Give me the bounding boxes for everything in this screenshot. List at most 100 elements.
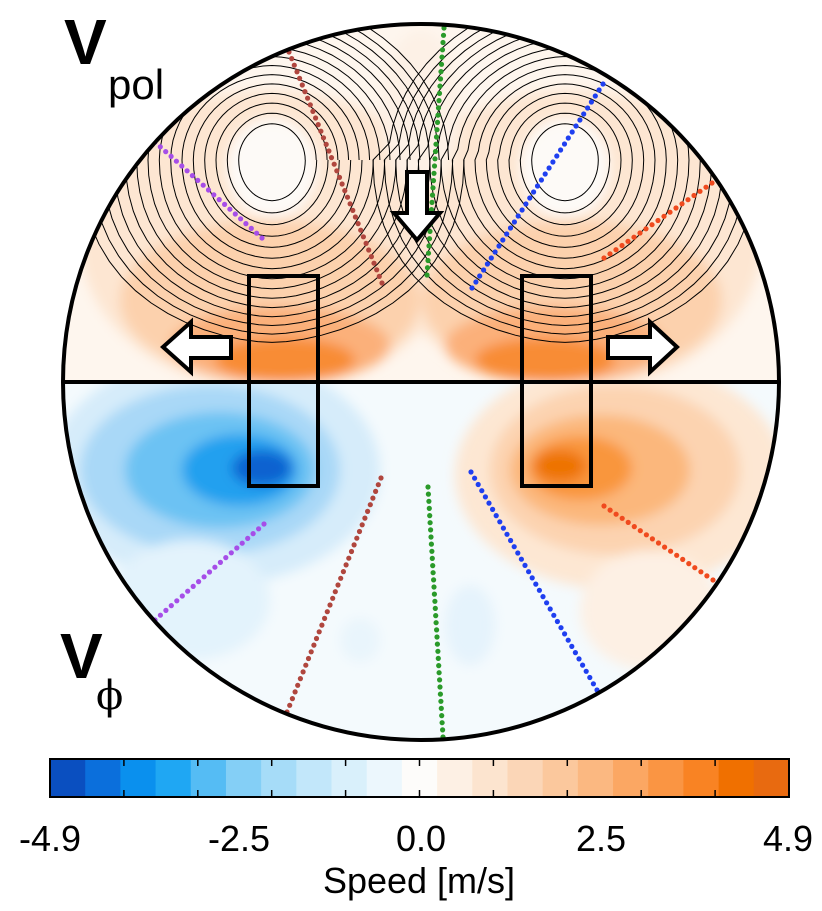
dot <box>558 625 564 631</box>
dot <box>546 165 552 171</box>
colorbar-cell <box>577 759 614 797</box>
dot <box>432 156 438 162</box>
dot <box>655 217 661 224</box>
dot <box>326 148 332 154</box>
dot <box>205 187 212 193</box>
dot <box>371 260 377 266</box>
dot <box>542 171 548 177</box>
dotted-line <box>425 484 446 740</box>
dot <box>206 569 213 575</box>
dot <box>637 528 643 534</box>
dot <box>481 267 487 273</box>
dot <box>573 123 579 129</box>
dot <box>440 39 446 46</box>
dot <box>625 238 631 244</box>
dot <box>440 727 446 733</box>
dot <box>297 676 303 682</box>
dot <box>431 577 437 583</box>
dot <box>435 105 442 111</box>
dot <box>583 668 589 674</box>
colorbar-title: Speed [m/s] <box>322 860 516 901</box>
dot <box>376 273 382 279</box>
dot <box>179 163 185 169</box>
dot <box>157 144 163 150</box>
dot <box>438 69 444 75</box>
vphi-label-main: V <box>60 620 103 692</box>
dotted-line <box>286 49 385 286</box>
dot <box>515 213 521 219</box>
dot <box>637 230 643 236</box>
dot <box>350 207 356 213</box>
dot <box>655 540 662 546</box>
dot <box>367 502 373 508</box>
dot <box>592 93 598 99</box>
dot <box>431 163 438 169</box>
dot <box>488 255 494 261</box>
dot <box>425 484 431 490</box>
dot <box>261 521 267 527</box>
dot <box>426 236 433 242</box>
dot <box>425 257 431 264</box>
dot <box>300 669 306 675</box>
dot <box>569 643 575 650</box>
colorbar-cell <box>120 759 157 797</box>
dot <box>590 681 597 687</box>
dot <box>475 481 481 488</box>
dot <box>662 544 668 550</box>
dot <box>234 545 240 551</box>
dot <box>558 147 564 153</box>
dot <box>468 469 474 475</box>
dot <box>435 648 441 654</box>
dot <box>533 581 539 587</box>
dot <box>704 573 710 579</box>
dot <box>565 637 571 643</box>
dot <box>302 89 308 95</box>
dot <box>577 117 583 123</box>
dot <box>305 655 312 662</box>
dotted-line <box>469 81 606 291</box>
dot <box>607 507 613 513</box>
dot <box>434 634 440 640</box>
dot <box>439 720 445 726</box>
dot <box>322 615 328 622</box>
dot <box>323 141 329 147</box>
dot <box>168 153 174 159</box>
dot <box>347 201 353 207</box>
dot <box>439 54 445 60</box>
dot <box>540 594 546 600</box>
colorbar-tick-label: 2.5 <box>575 818 627 859</box>
streamline-contour <box>158 55 386 280</box>
dotted-line <box>424 25 447 278</box>
colorbar-cell <box>331 759 368 797</box>
dot <box>554 618 561 625</box>
colorbar <box>49 758 790 798</box>
dot <box>698 569 704 575</box>
dot <box>318 128 324 134</box>
dot <box>674 552 680 558</box>
dot <box>667 209 673 215</box>
dot <box>600 81 606 87</box>
dot <box>433 141 439 147</box>
colorbar-cell <box>542 759 579 797</box>
dot <box>515 550 521 556</box>
dot <box>299 82 305 88</box>
dot <box>643 226 649 232</box>
dot <box>227 206 233 212</box>
dot <box>484 261 490 267</box>
dot <box>531 189 537 195</box>
dot <box>497 519 503 525</box>
dot <box>428 527 434 533</box>
dot <box>551 612 557 618</box>
dot <box>596 87 602 93</box>
dot <box>305 95 311 101</box>
dot <box>436 663 442 669</box>
dot <box>348 548 355 555</box>
dot <box>239 540 245 546</box>
dot <box>245 535 251 542</box>
dot <box>259 235 265 241</box>
dot <box>496 243 502 249</box>
dot <box>500 237 506 243</box>
dot <box>435 112 441 118</box>
dot <box>366 247 372 253</box>
